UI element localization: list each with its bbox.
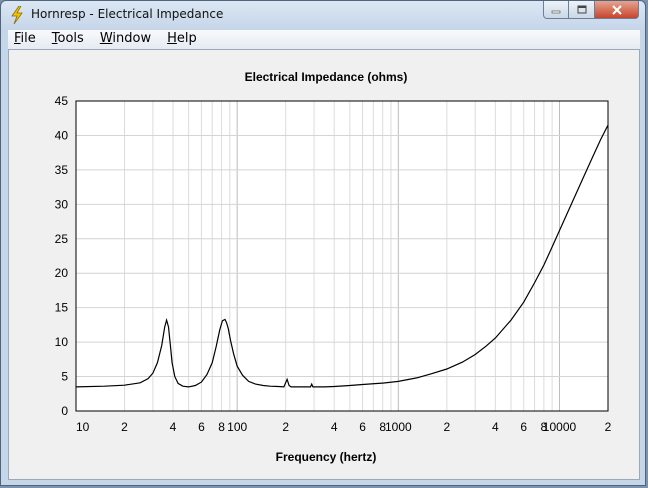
x-tick-label: 4	[170, 420, 177, 434]
y-tick-label: 15	[55, 301, 69, 315]
lightning-bolt-icon	[11, 6, 23, 24]
y-tick-label: 35	[55, 163, 69, 177]
impedance-chart: Electrical Impedance (ohms) 0 5 10 15 20 25 30…	[55, 70, 612, 464]
x-axis-label: Frequency (hertz)	[276, 450, 377, 464]
y-tick-label: 10	[55, 335, 69, 349]
close-icon	[611, 4, 622, 15]
menu-window-label: indow	[112, 31, 152, 46]
menu-bar: File Tools Window Help	[8, 30, 640, 50]
menu-file-label: ile	[20, 31, 36, 46]
minimize-icon	[551, 10, 561, 13]
y-axis-ticks: 0 5 10 15 20 25 30 35 40 45	[55, 94, 69, 418]
close-button[interactable]	[595, 1, 639, 19]
plot-area	[76, 101, 608, 411]
x-tick-label: 2	[443, 420, 450, 434]
y-tick-label: 25	[55, 232, 69, 246]
window-title: Hornresp - Electrical Impedance	[31, 7, 224, 21]
x-tick-label: 8	[218, 420, 225, 434]
x-tick-label: 2	[282, 420, 289, 434]
x-tick-label: 6	[359, 420, 366, 434]
y-tick-label: 20	[55, 266, 69, 280]
x-tick-label: 6	[198, 420, 205, 434]
maximize-button[interactable]	[569, 1, 595, 19]
minimize-button[interactable]	[543, 1, 569, 19]
menu-window-accel: W	[99, 31, 113, 46]
y-tick-label: 45	[55, 94, 69, 108]
impedance-curve	[75, 124, 609, 388]
x-tick-label: 1000	[385, 420, 412, 434]
y-tick-label: 0	[61, 404, 68, 418]
x-tick-label: 4	[492, 420, 499, 434]
plot-frame	[75, 100, 609, 412]
chart-title: Electrical Impedance (ohms)	[245, 70, 408, 84]
menu-file[interactable]: File	[8, 30, 42, 49]
x-tick-label: 8	[379, 420, 386, 434]
menu-help-accel: H	[167, 31, 177, 46]
title-bar[interactable]: Hornresp - Electrical Impedance	[1, 1, 645, 29]
menu-file-accel: F	[14, 31, 21, 46]
x-tick-label: 8	[541, 420, 548, 434]
y-tick-label: 5	[61, 370, 68, 384]
menu-help-label: elp	[176, 31, 197, 46]
x-tick-label: 10	[76, 420, 90, 434]
menu-help[interactable]: Help	[161, 30, 203, 49]
x-tick-label: 4	[331, 420, 338, 434]
menu-tools-accel: T	[51, 31, 58, 46]
y-tick-label: 40	[55, 128, 69, 142]
menu-window[interactable]: Window	[94, 30, 157, 49]
menu-tools-label: ools	[57, 31, 84, 46]
x-tick-label: 2	[605, 420, 612, 434]
chart-panel: Electrical Impedance (ohms) 0 5 10 15 20 25 30…	[8, 49, 640, 480]
x-tick-label: 10000	[543, 420, 577, 434]
x-tick-label: 6	[520, 420, 527, 434]
y-tick-label: 30	[55, 197, 69, 211]
menu-tools[interactable]: Tools	[46, 30, 90, 49]
maximize-icon	[577, 5, 586, 14]
x-tick-label: 2	[121, 420, 128, 434]
x-tick-label: 100	[227, 420, 247, 434]
